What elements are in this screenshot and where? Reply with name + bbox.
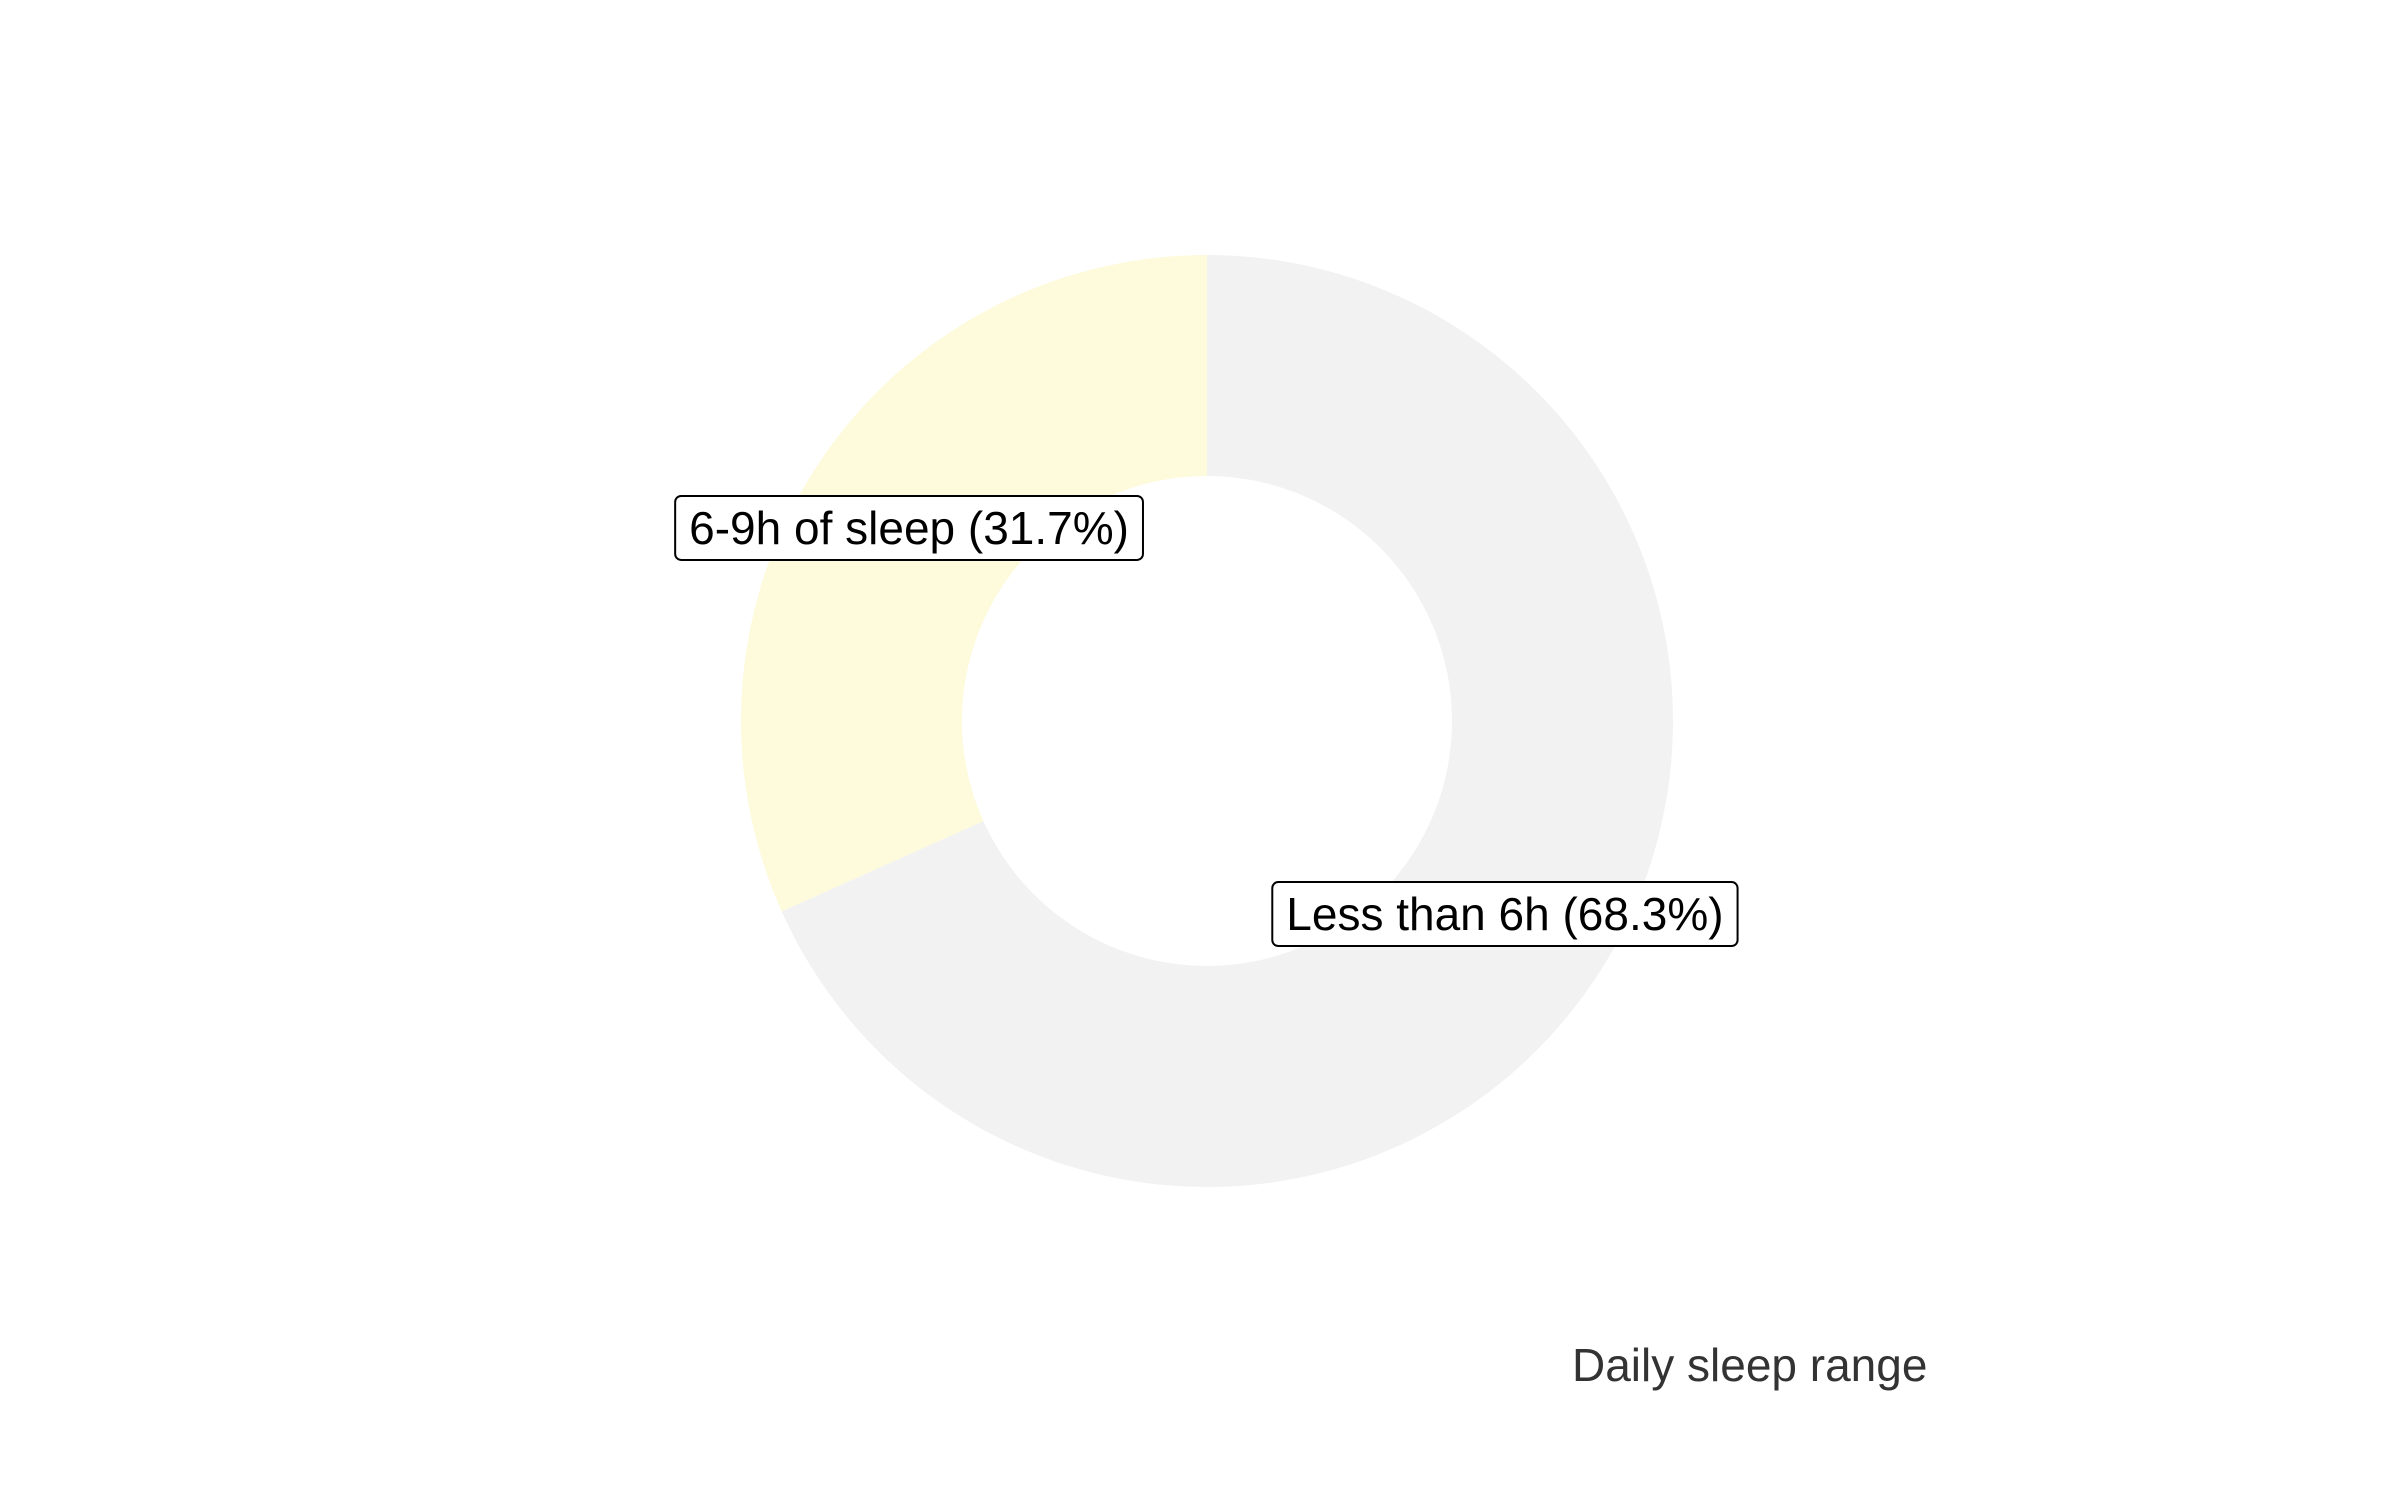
chart-caption: Daily sleep range — [1572, 1339, 1928, 1391]
slice-label-1: 6-9h of sleep (31.7%) — [674, 494, 1144, 561]
slices-layer — [741, 254, 1673, 1187]
slice-label-text-1: 6-9h of sleep (31.7%) — [689, 502, 1129, 554]
labels-layer: Less than 6h (68.3%) 6-9h of sleep (31.7%… — [674, 494, 1739, 948]
slice-label-box-1 — [674, 494, 1144, 561]
slice-label-box-0 — [1271, 881, 1739, 948]
slice-1 — [741, 254, 1207, 912]
slice-0 — [781, 255, 1673, 1187]
slice-label-text-0: Less than 6h (68.3%) — [1286, 888, 1723, 940]
slice-label-0: Less than 6h (68.3%) — [1271, 881, 1739, 948]
